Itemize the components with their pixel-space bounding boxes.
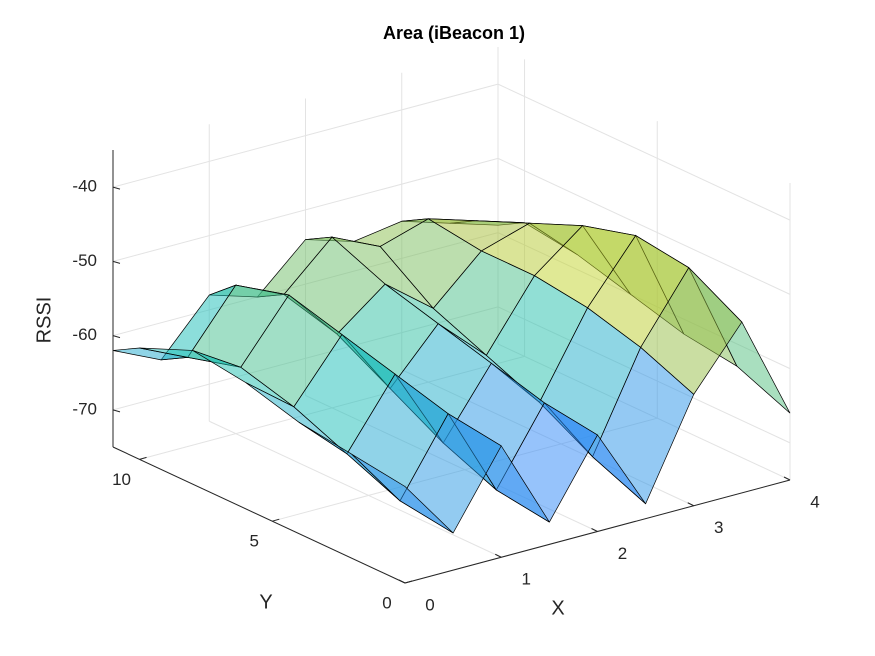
surface [112,218,791,534]
x-tick [591,528,598,532]
z-tick [112,335,121,339]
y-tick-label: 5 [250,532,259,551]
surface-patch [351,454,454,534]
y-axis-label: Y [259,591,272,613]
y-tick [272,518,280,522]
z-tick-label: -40 [72,177,97,196]
y-tick [139,456,147,460]
z-grid-line [497,83,791,221]
z-tick [112,409,121,413]
axes: 0 1 2 3 4 0 5 10 -70 -60 -50 -40 [72,150,820,614]
z-grid-line [112,83,499,188]
z-tick-label: -70 [72,399,97,418]
z-tick-label: -60 [72,325,97,344]
x-tick [687,502,694,507]
x-grid-line [209,420,502,558]
y-tick [404,580,413,584]
x-tick-label: 1 [522,570,531,589]
x-tick [783,476,791,481]
x-axis-label: X [551,597,564,619]
x-tick-label: 4 [810,492,819,511]
x-tick-label: 2 [618,544,627,563]
z-grid-line [497,157,791,295]
z-tick [112,186,121,190]
x-tick-label: 3 [714,518,723,537]
x-tick [398,579,406,584]
y-axis [112,446,406,584]
x-tick [495,553,502,558]
z-tick [112,260,121,264]
z-tick-label: -50 [72,251,97,270]
z-grid-line [112,157,499,262]
x-tick-label: 0 [425,595,434,614]
y-tick-label: 10 [112,470,131,489]
chart-title: Area (iBeacon 1) [383,23,525,43]
z-axis-label: RSSI [33,297,55,344]
y-tick-label: 0 [382,593,391,612]
